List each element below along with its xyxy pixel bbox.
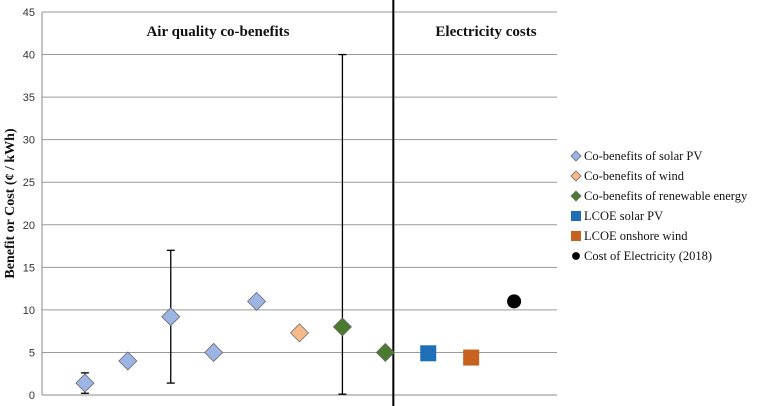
legend-marker: [571, 231, 581, 241]
section-label-air-quality: Air quality co-benefits: [146, 24, 289, 40]
legend-item: LCOE onshore wind: [571, 229, 688, 243]
legend-item: Cost of Electricity (2018): [572, 249, 712, 263]
legend-item: LCOE solar PV: [571, 209, 663, 223]
legend-marker: [572, 252, 580, 260]
y-tick-label: 15: [23, 262, 35, 274]
data-point-square: [463, 349, 480, 366]
section-label-electricity-costs: Electricity costs: [435, 24, 536, 40]
data-point-square: [571, 211, 581, 221]
data-point-square: [571, 231, 581, 241]
y-tick-label: 30: [23, 135, 35, 147]
legend-label: Co-benefits of wind: [584, 169, 685, 183]
y-tick-label: 40: [23, 50, 35, 62]
data-point-diamond: [161, 307, 181, 327]
legend-label: LCOE onshore wind: [584, 229, 688, 243]
data-point-circle: [572, 252, 580, 260]
y-tick-label: 20: [23, 220, 35, 232]
data-point-diamond: [247, 291, 267, 311]
y-tick-label: 5: [29, 347, 35, 359]
y-tick-label: 25: [23, 177, 35, 189]
legend-label: Co-benefits of solar PV: [584, 149, 702, 163]
legend-marker: [570, 170, 582, 182]
data-point-diamond: [289, 323, 310, 343]
legend-marker: [570, 150, 582, 162]
legend-marker: [571, 211, 581, 221]
legend-label: Co-benefits of renewable energy: [584, 189, 748, 203]
legend-item: Co-benefits of wind: [570, 169, 685, 183]
legend-label: Cost of Electricity (2018): [584, 249, 712, 263]
y-tick-label: 10: [23, 305, 35, 317]
data-point-circle: [507, 294, 522, 309]
data-point-square: [420, 345, 437, 362]
data-point-diamond: [204, 342, 224, 363]
data-point-diamond: [570, 190, 582, 202]
axes: [41, 0, 557, 406]
y-tick-label: 35: [23, 92, 35, 104]
y-tick-label: 0: [29, 390, 35, 402]
data-point-diamond: [332, 317, 352, 337]
data-point-diamond: [75, 373, 95, 393]
data-point-diamond: [118, 351, 138, 371]
legend-item: Co-benefits of solar PV: [570, 149, 702, 163]
grid-lines: [42, 11, 557, 353]
legend: Co-benefits of solar PV Co-benefits of w…: [570, 149, 748, 263]
y-axis-label: Benefit or Cost (¢ / kWh): [3, 128, 18, 279]
data-point-diamond: [570, 170, 582, 182]
y-tick-label: 45: [23, 7, 35, 19]
y-tick-labels: 0 5 10 15 20 25 30 35 40 45: [23, 7, 35, 402]
legend-marker: [570, 190, 582, 202]
legend-item: Co-benefits of renewable energy: [570, 189, 748, 203]
data-point-diamond: [570, 150, 582, 162]
data-point-diamond: [375, 342, 395, 363]
data-markers: [75, 291, 522, 393]
legend-label: LCOE solar PV: [584, 209, 663, 223]
